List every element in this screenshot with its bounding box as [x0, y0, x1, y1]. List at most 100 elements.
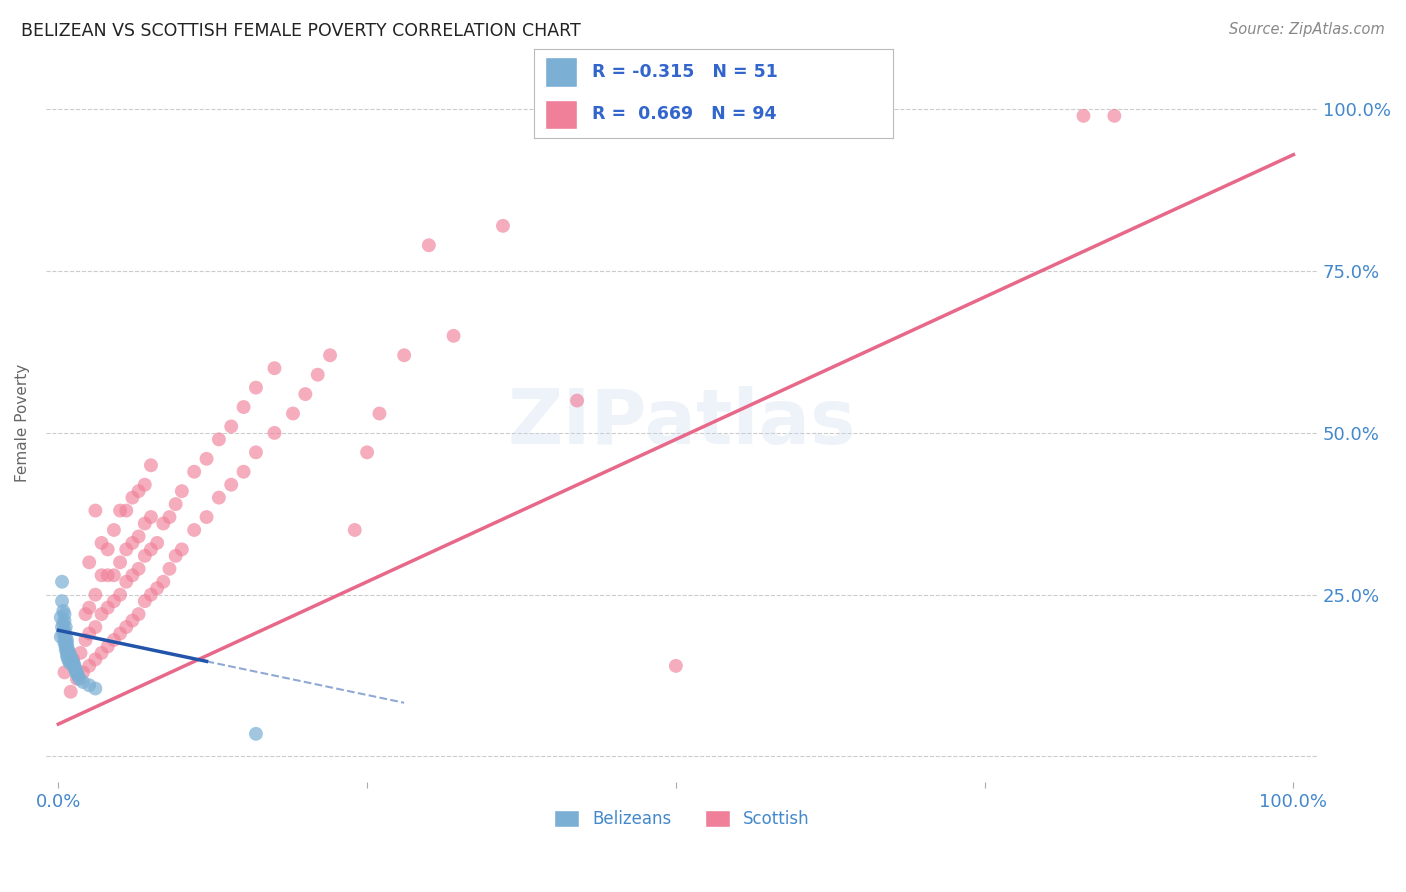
Point — [56, 636, 79, 650]
Point — [62, 658, 84, 673]
Point — [77, 678, 100, 692]
Point — [263, 425, 285, 440]
Point — [128, 607, 150, 621]
Point — [58, 649, 80, 664]
Point — [72, 675, 94, 690]
Point — [159, 562, 181, 576]
Point — [58, 649, 80, 664]
Point — [208, 491, 231, 505]
Point — [134, 594, 156, 608]
Point — [418, 238, 440, 252]
Point — [53, 607, 76, 621]
Point — [59, 685, 82, 699]
Point — [183, 523, 205, 537]
Point — [294, 387, 316, 401]
Y-axis label: Female Poverty: Female Poverty — [15, 364, 30, 483]
Point — [97, 568, 120, 582]
Point — [319, 348, 342, 362]
Point — [208, 433, 231, 447]
Point — [152, 574, 174, 589]
Point — [170, 484, 193, 499]
Point — [103, 594, 125, 608]
Point — [59, 649, 82, 664]
Text: Source: ZipAtlas.com: Source: ZipAtlas.com — [1229, 22, 1385, 37]
Point — [368, 407, 391, 421]
Point — [139, 458, 162, 473]
Point — [103, 523, 125, 537]
Point — [108, 626, 131, 640]
Point — [392, 348, 415, 362]
Point — [84, 652, 107, 666]
Point — [146, 581, 169, 595]
Point — [1104, 109, 1126, 123]
Point — [170, 542, 193, 557]
Point — [62, 652, 84, 666]
Point — [77, 555, 100, 569]
Point — [75, 607, 97, 621]
Point — [263, 361, 285, 376]
Point — [60, 656, 83, 670]
Point — [67, 668, 90, 682]
Point — [59, 652, 82, 666]
Point — [219, 477, 242, 491]
Point — [139, 588, 162, 602]
Point — [58, 652, 80, 666]
Point — [55, 640, 77, 654]
Point — [159, 510, 181, 524]
Point — [53, 632, 76, 647]
Point — [90, 568, 112, 582]
Point — [84, 620, 107, 634]
Point — [134, 516, 156, 531]
Point — [65, 664, 87, 678]
Point — [139, 510, 162, 524]
Text: R = -0.315   N = 51: R = -0.315 N = 51 — [592, 63, 778, 81]
Point — [77, 626, 100, 640]
Point — [183, 465, 205, 479]
Point — [84, 588, 107, 602]
Point — [245, 381, 267, 395]
Point — [152, 516, 174, 531]
Point — [134, 477, 156, 491]
Point — [59, 654, 82, 668]
Point — [56, 632, 79, 647]
Point — [53, 624, 76, 638]
Point — [55, 630, 77, 644]
Point — [62, 656, 84, 670]
Point — [565, 393, 588, 408]
Point — [63, 660, 86, 674]
Point — [128, 529, 150, 543]
Point — [58, 646, 80, 660]
Point — [121, 491, 143, 505]
Point — [56, 646, 79, 660]
Point — [103, 632, 125, 647]
Point — [58, 646, 80, 660]
Point — [67, 672, 90, 686]
Point — [108, 503, 131, 517]
Point — [97, 640, 120, 654]
Point — [146, 536, 169, 550]
Point — [115, 574, 138, 589]
Point — [219, 419, 242, 434]
Point — [90, 607, 112, 621]
Point — [108, 588, 131, 602]
Point — [128, 562, 150, 576]
Point — [1073, 109, 1095, 123]
Point — [75, 632, 97, 647]
Point — [56, 640, 79, 654]
Point — [58, 654, 80, 668]
Point — [165, 549, 187, 563]
Point — [66, 666, 89, 681]
Point — [115, 620, 138, 634]
Point — [49, 610, 72, 624]
Point — [53, 665, 76, 680]
Point — [343, 523, 366, 537]
FancyBboxPatch shape — [546, 100, 578, 129]
Point — [115, 542, 138, 557]
Text: ZIPatlas: ZIPatlas — [508, 386, 856, 460]
Point — [97, 600, 120, 615]
Point — [245, 445, 267, 459]
Point — [115, 503, 138, 517]
Point — [90, 536, 112, 550]
Point — [356, 445, 378, 459]
Point — [121, 568, 143, 582]
